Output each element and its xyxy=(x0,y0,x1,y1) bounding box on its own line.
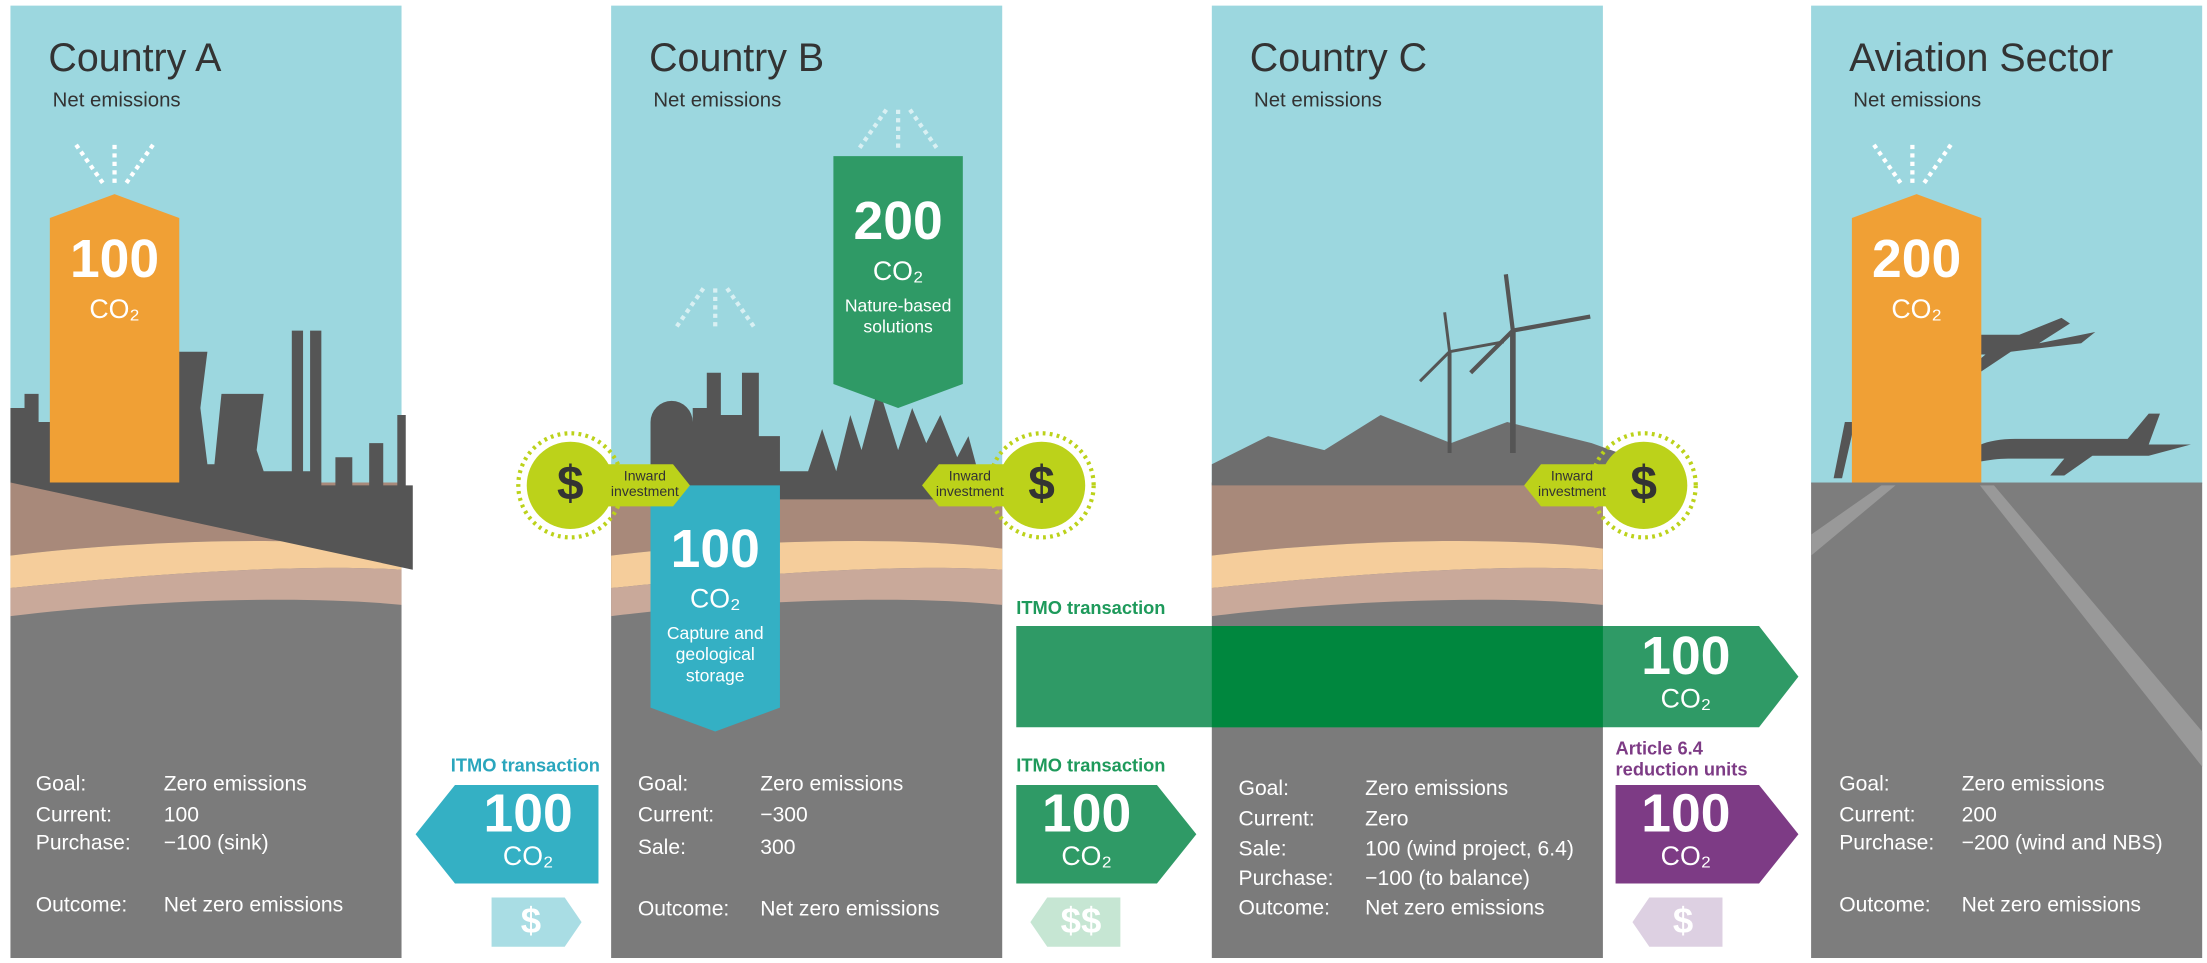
label: Net zero emissions xyxy=(1962,894,2141,917)
label: 100 xyxy=(1641,627,1730,686)
label: Country C xyxy=(1250,36,1427,80)
label: CO₂ xyxy=(873,256,923,286)
label: Net zero emissions xyxy=(760,898,939,921)
label: Net emissions xyxy=(53,90,181,112)
label: Zero emissions xyxy=(1365,777,1508,800)
label: Outcome: xyxy=(1839,894,1930,917)
label: investment xyxy=(936,483,1004,499)
label: Net emissions xyxy=(1254,90,1382,112)
label: 100 xyxy=(70,230,159,289)
label: Net zero emissions xyxy=(1365,896,1544,919)
label: CO₂ xyxy=(1891,294,1941,324)
label: −200 (wind and NBS) xyxy=(1962,832,2163,855)
label: Net emissions xyxy=(653,90,781,112)
label: 200 xyxy=(1962,803,1997,826)
label: 100 xyxy=(1641,784,1730,843)
label: CO₂ xyxy=(89,294,139,324)
label: 100 (wind project, 6.4) xyxy=(1365,837,1574,860)
arrow-overlap xyxy=(1212,626,1603,727)
label: Sale: xyxy=(638,836,686,859)
label: Goal: xyxy=(1239,777,1289,800)
label: Zero emissions xyxy=(760,773,903,796)
label: $ xyxy=(521,900,541,941)
label: $ xyxy=(1028,457,1055,510)
label: Net emissions xyxy=(1853,90,1981,112)
label: CO₂ xyxy=(1661,841,1711,871)
label: Outcome: xyxy=(1239,896,1330,919)
label: ITMO transaction xyxy=(1016,755,1165,776)
label: −300 xyxy=(760,803,808,826)
label: Nature-based xyxy=(845,295,952,315)
label: 300 xyxy=(760,836,795,859)
label: Purchase: xyxy=(1239,867,1334,890)
infographic: 100CO₂200CO₂Nature-basedsolutions100CO₂C… xyxy=(0,0,2207,958)
label: ITMO transaction xyxy=(1016,597,1165,618)
label: Goal: xyxy=(36,773,86,796)
label: investment xyxy=(1538,483,1606,499)
label: Current: xyxy=(1839,803,1915,826)
label: Purchase: xyxy=(1839,832,1934,855)
label: CO₂ xyxy=(1061,841,1111,871)
label: Zero emissions xyxy=(1962,773,2105,796)
label: Inward xyxy=(1551,468,1593,484)
label: 100 xyxy=(1042,784,1131,843)
label: CO₂ xyxy=(1661,684,1711,714)
label: Country A xyxy=(48,36,222,80)
label: 100 xyxy=(164,803,199,826)
label: ITMO transaction xyxy=(451,755,600,776)
label: $ xyxy=(1630,457,1657,510)
label: 200 xyxy=(1872,230,1961,289)
label: Current: xyxy=(1239,808,1315,831)
label: Goal: xyxy=(1839,773,1889,796)
label: solutions xyxy=(863,316,933,336)
label: Sale: xyxy=(1239,837,1287,860)
label: 100 xyxy=(671,520,760,579)
runway xyxy=(1811,483,2202,958)
label: Net zero emissions xyxy=(164,894,343,917)
label: $ xyxy=(1673,900,1693,941)
label: Outcome: xyxy=(36,894,127,917)
label: Outcome: xyxy=(638,898,729,921)
label: Zero emissions xyxy=(164,773,307,796)
label: −100 (sink) xyxy=(164,832,269,855)
label: Goal: xyxy=(638,773,688,796)
label: Article 6.4 xyxy=(1616,738,1704,759)
label: Purchase: xyxy=(36,832,131,855)
label: reduction units xyxy=(1616,759,1748,780)
label: geological xyxy=(676,644,755,664)
label: Aviation Sector xyxy=(1849,36,2113,80)
label: −100 (to balance) xyxy=(1365,867,1530,890)
label: Current: xyxy=(36,803,112,826)
label: Capture and xyxy=(667,623,764,643)
label: 100 xyxy=(484,784,573,843)
label: Inward xyxy=(949,468,991,484)
label: investment xyxy=(611,483,679,499)
label: CO₂ xyxy=(503,841,553,871)
label: $$ xyxy=(1061,900,1102,941)
label: 200 xyxy=(854,192,943,251)
label: Inward xyxy=(624,468,666,484)
label: storage xyxy=(686,665,745,685)
label: Current: xyxy=(638,803,714,826)
label: CO₂ xyxy=(690,584,740,614)
label: Zero xyxy=(1365,808,1408,831)
label: $ xyxy=(557,457,584,510)
label: Country B xyxy=(649,36,824,80)
